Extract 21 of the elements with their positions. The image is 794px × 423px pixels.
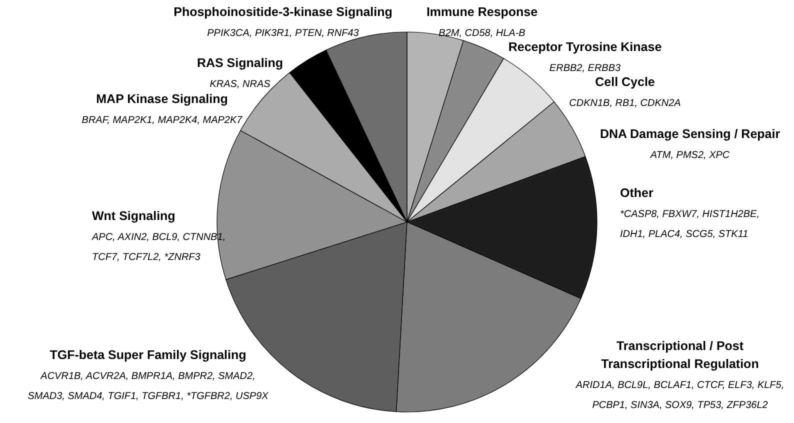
text: ATM, PMS2, XPC: [649, 150, 730, 161]
slice-label: RAS Signaling: [196, 56, 284, 70]
slice-label: Immune Response: [426, 5, 538, 19]
text: ERBB2, ERBB3: [549, 63, 622, 74]
text: CDKN1B, RB1, CDKN2A: [569, 98, 682, 109]
text: B2M, CD58, HLA-B: [438, 28, 526, 39]
slice-label: Transcriptional / Post Transcriptional Regulation: [601, 339, 759, 371]
slice-label: Receptor Tyrosine Kinase: [508, 40, 662, 54]
text: ARID1A, BCL9L, BCLAF1, CTCF, ELF3, KLF5, PCBP1, SIN3A, SOX9, TP53, ZFP36L2: [574, 380, 784, 411]
slice-label: Cell Cycle: [595, 75, 655, 89]
slice-label: Phosphoinositide-3-kinase Signaling: [174, 5, 392, 19]
slice-label: Other: [620, 186, 654, 200]
text: PPIK3CA, PIK3R1, PTEN, RNF43: [207, 28, 360, 39]
slice-label: TGF-beta Super Family Signaling: [50, 348, 246, 362]
slice-label: MAP Kinase Signaling: [96, 92, 228, 106]
text: *CASP8, FBXW7, HIST1H2BE, IDH1, PLAC4, SCG5, STK11: [620, 209, 760, 240]
text: ACVR1B, ACVR2A, BMPR1A, BMPR2, SMAD2, SMAD3, SMAD4, TGIF1, TGFBR1, *TGFBR2, USP9X: [28, 371, 269, 402]
slice-label: DNA Damage Sensing / Repair: [600, 127, 780, 141]
text: BRAF, MAP2K1, MAP2K4, MAP2K7: [82, 115, 243, 126]
slice-label: Wnt Signaling: [92, 209, 176, 223]
text: KRAS, NRAS: [210, 79, 271, 90]
